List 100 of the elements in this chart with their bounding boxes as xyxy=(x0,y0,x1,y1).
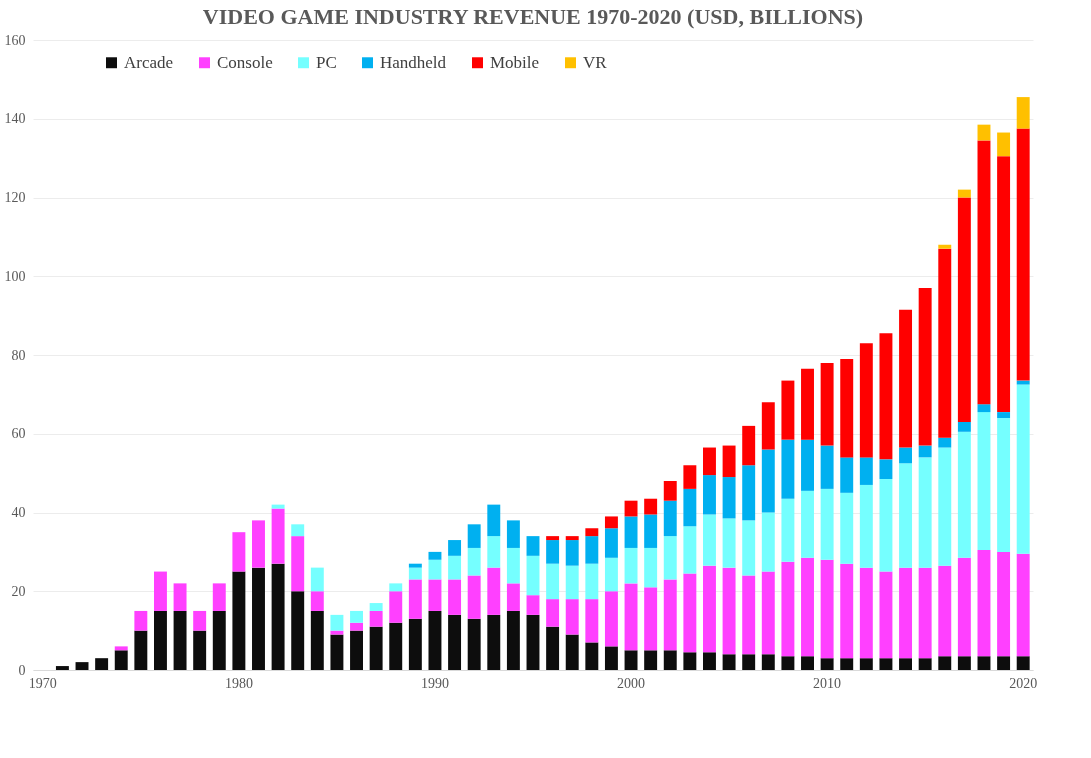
bar xyxy=(899,658,913,670)
bar xyxy=(624,650,638,670)
bar xyxy=(526,536,540,556)
bar xyxy=(997,418,1011,552)
legend-label: Mobile xyxy=(490,52,540,72)
bar xyxy=(801,557,814,657)
y-tick-label: 40 xyxy=(11,505,26,520)
bar xyxy=(742,654,756,670)
bar xyxy=(1016,553,1030,657)
bar xyxy=(350,610,363,623)
bar xyxy=(683,526,697,574)
bar xyxy=(134,610,148,631)
bar xyxy=(840,563,854,659)
bar xyxy=(663,650,677,670)
bar xyxy=(722,477,736,519)
bar xyxy=(879,658,893,670)
bar xyxy=(918,567,932,659)
bar xyxy=(232,532,246,572)
bar xyxy=(448,579,462,615)
bar xyxy=(428,559,442,580)
bar xyxy=(644,587,658,651)
bar xyxy=(506,547,520,584)
bar xyxy=(252,520,265,568)
bar xyxy=(506,583,520,611)
y-tick-label: 80 xyxy=(11,347,26,363)
bar xyxy=(310,610,324,670)
bar xyxy=(1016,656,1030,670)
bar xyxy=(173,583,187,611)
bar xyxy=(350,622,363,631)
bar xyxy=(879,459,893,480)
bar xyxy=(820,445,834,489)
bar xyxy=(820,488,834,560)
bar xyxy=(918,288,932,446)
legend-label: Arcade xyxy=(124,52,174,72)
bar xyxy=(722,567,736,655)
bar xyxy=(938,656,952,670)
bar xyxy=(173,610,187,670)
bar xyxy=(957,431,971,558)
bar xyxy=(467,524,481,548)
bar xyxy=(703,447,716,476)
bar xyxy=(703,514,716,566)
bar xyxy=(781,561,795,657)
bar xyxy=(369,626,383,670)
legend-label: Handheld xyxy=(380,52,447,72)
bar xyxy=(977,549,991,657)
bar xyxy=(644,514,658,548)
bar xyxy=(820,658,834,670)
bar xyxy=(330,630,344,635)
bar xyxy=(212,583,226,611)
bar xyxy=(742,575,756,655)
bar xyxy=(663,500,677,537)
bar xyxy=(467,547,481,576)
bar xyxy=(291,536,305,592)
bar xyxy=(840,457,854,493)
y-tick-label: 100 xyxy=(4,268,26,284)
bar xyxy=(663,579,677,651)
bar xyxy=(428,610,442,670)
y-tick-label: 140 xyxy=(4,111,26,127)
bar xyxy=(938,248,952,438)
bar xyxy=(644,650,658,670)
bar xyxy=(526,614,540,670)
bar xyxy=(938,565,952,657)
bar xyxy=(997,156,1011,413)
x-tick-label: 2020 xyxy=(1009,675,1038,691)
bar xyxy=(369,610,383,627)
bar xyxy=(487,536,501,568)
bar xyxy=(840,358,854,458)
bar xyxy=(193,630,207,670)
bar xyxy=(918,445,932,458)
bar xyxy=(389,591,403,623)
bar xyxy=(369,603,383,611)
x-tick-label: 1990 xyxy=(420,675,449,691)
bar xyxy=(957,189,971,198)
bar xyxy=(859,658,873,670)
bar xyxy=(742,465,756,521)
bar xyxy=(585,599,599,643)
y-tick-label: 60 xyxy=(11,426,26,442)
bar xyxy=(487,504,501,537)
bar xyxy=(644,498,658,515)
bar xyxy=(624,583,638,651)
bar xyxy=(546,536,560,541)
bar xyxy=(75,662,89,670)
bar xyxy=(997,551,1011,657)
bar xyxy=(899,309,913,448)
bar xyxy=(1016,128,1030,381)
y-tick-label: 160 xyxy=(4,32,26,48)
bar xyxy=(899,447,913,464)
bar xyxy=(565,540,579,566)
bar xyxy=(801,368,814,440)
chart-title: VIDEO GAME INDUSTRY REVENUE 1970-2020 (USD, BILLIONS) xyxy=(202,4,864,29)
bar xyxy=(585,563,599,600)
bar xyxy=(506,610,520,670)
bar xyxy=(604,591,618,647)
bar xyxy=(781,498,795,562)
bar xyxy=(271,563,285,670)
bar xyxy=(683,465,697,489)
bar xyxy=(389,583,403,592)
bar xyxy=(585,642,599,670)
bar xyxy=(899,463,913,568)
bar xyxy=(859,567,873,659)
